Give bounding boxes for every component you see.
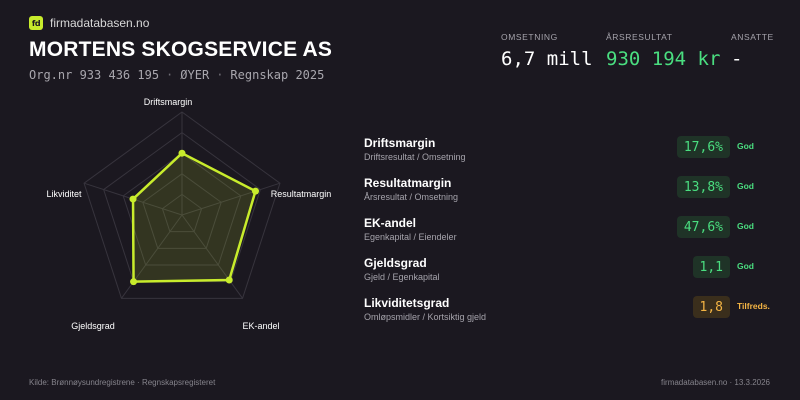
metric-row-driftsmargin: Driftsmargin Driftsresultat / Omsetning … [364, 136, 784, 176]
radar-grid-ring [142, 173, 222, 249]
metric-name: Resultatmargin [364, 176, 452, 190]
meta-separator: · [166, 68, 174, 82]
metric-name: Gjeldsgrad [364, 256, 427, 270]
radar-grid [83, 111, 281, 299]
org-number: Org.nr 933 436 195 [29, 68, 160, 82]
metric-value: 47,6% [676, 216, 730, 238]
radar-grid-ring [122, 152, 242, 266]
metric-description: Gjeld / Egenkapital [364, 272, 440, 282]
company-title: MORTENS SKOGSERVICE AS [29, 38, 333, 61]
metrics-list: Driftsmargin Driftsresultat / Omsetning … [364, 136, 784, 336]
radar-axis-line [181, 182, 281, 216]
radar-axis-line [181, 214, 243, 299]
metric-description: Egenkapital / Eiendeler [364, 232, 457, 242]
metric-row-gjeldsgrad: Gjeldsgrad Gjeld / Egenkapital 1,1 God [364, 256, 784, 296]
kpi-value: 6,7 mill [501, 48, 593, 70]
radar-chart: Driftsmargin Resultatmargin EK-andel Gjelds… [46, 97, 331, 331]
brand[interactable]: fd firmadatabasen.no [29, 16, 149, 30]
metric-row-resultatmargin: Resultatmargin Årsresultat / Omsetning 1… [364, 176, 784, 216]
radar-score-point [225, 276, 233, 284]
radar-axis-label: Driftsmargin [144, 97, 193, 107]
metric-name: Driftsmargin [364, 136, 436, 150]
brand-logo-icon: fd [29, 16, 43, 30]
kpi-value: - [731, 48, 743, 70]
kpi-employees: ANSATTE - [731, 32, 774, 70]
footer-site-date: firmadatabasen.no · 13.3.2026 [661, 378, 770, 387]
radar-axis-label: EK-andel [242, 321, 279, 331]
brand-name: firmadatabasen.no [50, 16, 150, 30]
metric-name: EK-andel [364, 216, 417, 230]
metric-row-ek-andel: EK-andel Egenkapital / Eiendeler 47,6% G… [364, 216, 784, 256]
metric-value: 13,8% [676, 176, 730, 198]
metric-value: 1,8 [692, 296, 730, 318]
radar-score-point [129, 195, 137, 203]
radar-shape [129, 149, 259, 286]
metric-value: 17,6% [676, 136, 730, 158]
company-location: ØYER [180, 68, 210, 82]
kpi-label: ÅRSRESULTAT [606, 32, 673, 42]
metric-value: 1,1 [692, 256, 730, 278]
kpi-value: 930 194 kr [606, 48, 721, 70]
radar-axis-label: Resultatmargin [271, 189, 332, 199]
metric-status-badge: God [737, 141, 754, 151]
metric-description: Driftsresultat / Omsetning [364, 152, 466, 162]
metric-name: Likviditetsgrad [364, 296, 450, 310]
radar-grid-ring [83, 111, 281, 299]
metric-row-likviditetsgrad: Likviditetsgrad Omløpsmidler / Kortsikti… [364, 296, 784, 336]
radar-axis-label: Likviditet [46, 189, 82, 199]
footer-source: Kilde: Brønnøysundregistrene · Regnskaps… [29, 378, 216, 387]
kpi-revenue: OMSETNING 6,7 mill [501, 32, 593, 70]
company-meta: Org.nr 933 436 195 · ØYER · Regnskap 2025 [29, 68, 324, 82]
radar-score-point [251, 187, 259, 195]
metric-description: Årsresultat / Omsetning [364, 192, 459, 202]
radar-axis-label: Gjeldsgrad [71, 321, 115, 331]
metric-status-badge: God [737, 261, 754, 271]
meta-separator: · [216, 68, 224, 82]
metric-status-badge: God [737, 221, 754, 231]
metric-description: Omløpsmidler / Kortsiktig gjeld [364, 312, 487, 322]
radar-score-polygon [131, 151, 257, 283]
accounting-period: Regnskap 2025 [230, 68, 325, 82]
radar-score-point [130, 278, 138, 286]
radar-score-point [178, 149, 186, 157]
metric-status-badge: God [737, 181, 754, 191]
radar-grid-ring [161, 193, 203, 233]
radar-labels: Driftsmargin Resultatmargin EK-andel Gjelds… [46, 97, 331, 331]
kpi-label: OMSETNING [501, 32, 558, 42]
metric-status-badge: Tilfreds. [737, 301, 770, 311]
kpi-annual-result: ÅRSRESULTAT 930 194 kr [606, 32, 720, 70]
kpi-label: ANSATTE [731, 32, 774, 42]
